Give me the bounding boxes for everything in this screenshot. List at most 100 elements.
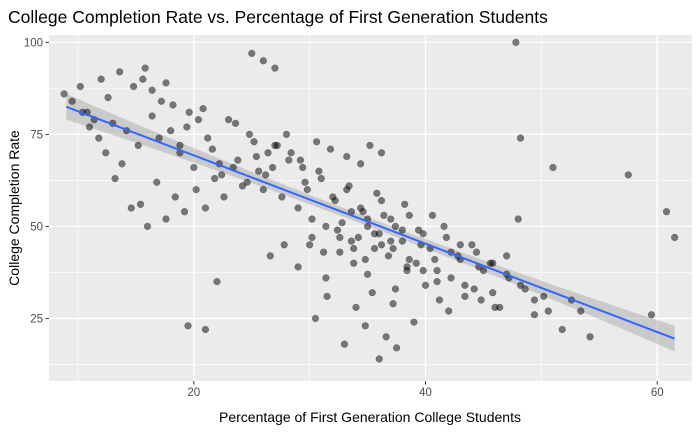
data-point bbox=[268, 163, 277, 172]
y-tick-label: 100 bbox=[24, 37, 43, 49]
data-point bbox=[491, 303, 499, 312]
data-point bbox=[190, 163, 198, 172]
data-point bbox=[370, 244, 379, 253]
data-point bbox=[345, 182, 353, 190]
data-point bbox=[403, 263, 411, 271]
data-point bbox=[323, 292, 331, 300]
data-point bbox=[143, 222, 152, 231]
data-point bbox=[68, 97, 76, 105]
data-point bbox=[60, 90, 68, 98]
x-tick-label: 60 bbox=[651, 387, 664, 399]
data-point bbox=[148, 86, 156, 94]
x-tick-label: 20 bbox=[187, 387, 200, 399]
data-point bbox=[85, 123, 94, 131]
x-tick-label: 40 bbox=[419, 387, 432, 399]
data-point bbox=[336, 248, 344, 256]
data-point bbox=[118, 160, 126, 168]
data-point bbox=[171, 193, 179, 201]
data-point bbox=[489, 259, 497, 267]
data-point bbox=[347, 237, 356, 245]
data-point bbox=[428, 211, 437, 220]
data-point bbox=[322, 274, 330, 282]
y-axis-ticks: 25 50 75 100 bbox=[24, 37, 49, 325]
data-point bbox=[129, 82, 138, 91]
data-point bbox=[162, 215, 170, 223]
data-point bbox=[445, 307, 453, 315]
data-point bbox=[624, 171, 632, 179]
data-point bbox=[199, 104, 207, 113]
data-point bbox=[433, 277, 441, 286]
data-point bbox=[343, 152, 351, 161]
data-point bbox=[282, 130, 291, 139]
data-point bbox=[315, 167, 323, 175]
data-point bbox=[294, 263, 302, 271]
data-point bbox=[412, 259, 420, 267]
data-point bbox=[456, 241, 464, 249]
data-point bbox=[414, 226, 423, 234]
data-point bbox=[540, 292, 548, 300]
data-point bbox=[384, 252, 393, 260]
data-point bbox=[264, 149, 272, 157]
data-point bbox=[111, 174, 119, 183]
data-point bbox=[521, 285, 529, 293]
data-point bbox=[354, 233, 362, 242]
data-point bbox=[447, 274, 455, 282]
data-point bbox=[333, 226, 342, 234]
data-point bbox=[489, 289, 497, 297]
data-point bbox=[322, 222, 330, 231]
trend-line bbox=[66, 105, 675, 340]
data-point bbox=[512, 38, 520, 47]
data-point bbox=[363, 222, 372, 231]
data-point bbox=[375, 230, 383, 238]
data-point bbox=[319, 248, 328, 256]
data-point bbox=[201, 204, 210, 212]
data-point bbox=[392, 344, 401, 352]
data-point bbox=[134, 141, 142, 150]
data-point bbox=[294, 204, 302, 212]
data-point bbox=[308, 233, 316, 242]
data-point bbox=[544, 307, 552, 315]
data-point bbox=[201, 325, 210, 334]
data-point bbox=[366, 141, 374, 150]
data-point bbox=[419, 266, 427, 275]
data-point bbox=[252, 152, 261, 161]
data-point bbox=[391, 285, 400, 293]
y-tick-label: 25 bbox=[30, 313, 43, 325]
data-point bbox=[435, 296, 444, 304]
data-point bbox=[375, 355, 383, 363]
data-point bbox=[211, 174, 219, 183]
data-point bbox=[431, 255, 439, 264]
data-point bbox=[185, 108, 193, 116]
data-point bbox=[311, 314, 320, 323]
data-point bbox=[176, 141, 184, 150]
data-point bbox=[502, 252, 511, 260]
data-point bbox=[377, 196, 386, 205]
data-point bbox=[208, 145, 217, 153]
data-point bbox=[442, 233, 451, 242]
data-point bbox=[194, 116, 203, 124]
data-point bbox=[421, 281, 430, 289]
data-point bbox=[238, 182, 247, 190]
data-point bbox=[387, 215, 395, 223]
data-point bbox=[183, 123, 191, 131]
data-point bbox=[308, 215, 316, 223]
data-point bbox=[477, 296, 485, 304]
data-point bbox=[95, 134, 103, 142]
data-point bbox=[516, 281, 525, 289]
data-point bbox=[440, 222, 448, 231]
data-point bbox=[148, 112, 156, 120]
data-point bbox=[647, 311, 656, 319]
data-point bbox=[97, 75, 105, 83]
data-point bbox=[410, 318, 418, 326]
data-point bbox=[361, 255, 369, 264]
data-point bbox=[102, 149, 110, 157]
data-point bbox=[514, 215, 522, 223]
data-point bbox=[405, 255, 413, 264]
data-point bbox=[472, 248, 481, 256]
data-point bbox=[389, 300, 397, 308]
data-point bbox=[245, 130, 254, 139]
data-point bbox=[231, 119, 240, 127]
data-point bbox=[433, 266, 441, 275]
chart-title: College Completion Rate vs. Percentage o… bbox=[8, 7, 548, 27]
